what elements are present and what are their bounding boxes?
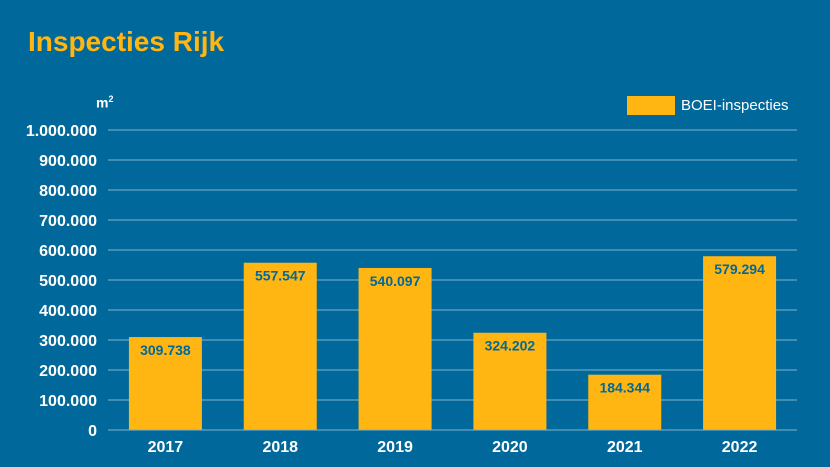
y-tick-label: 200.000: [39, 363, 97, 380]
y-axis-unit: m2: [96, 94, 113, 111]
bar-value-label: 579.294: [714, 261, 765, 277]
y-tick-label: 300.000: [39, 333, 97, 350]
bar-value-label: 557.547: [255, 268, 306, 284]
y-tick-label: 0: [88, 423, 97, 440]
y-tick-label: 800.000: [39, 183, 97, 200]
y-tick-label: 600.000: [39, 243, 97, 260]
x-tick-label: 2018: [262, 439, 298, 456]
bar-value-label: 540.097: [370, 273, 421, 289]
bar: [588, 374, 662, 430]
bar: [243, 262, 317, 430]
x-tick-label: 2019: [377, 439, 413, 456]
y-tick-label: 100.000: [39, 393, 97, 410]
bar-value-label: 309.738: [140, 342, 191, 358]
x-tick-label: 2021: [607, 439, 643, 456]
y-tick-label: 900.000: [39, 153, 97, 170]
y-tick-label: 400.000: [39, 303, 97, 320]
legend-swatch: [627, 96, 675, 115]
bar: [358, 267, 432, 430]
x-tick-label: 2020: [492, 439, 528, 456]
bar: [703, 256, 777, 430]
x-tick-label: 2022: [722, 439, 758, 456]
bar-value-label: 324.202: [485, 338, 536, 354]
bar-value-label: 184.344: [599, 380, 650, 396]
chart-title: Inspecties Rijk: [28, 26, 225, 57]
legend: BOEI-inspecties: [627, 96, 789, 115]
y-tick-label: 500.000: [39, 273, 97, 290]
y-tick-label: 700.000: [39, 213, 97, 230]
legend-label: BOEI-inspecties: [681, 97, 789, 114]
y-axis-unit-exponent: 2: [108, 94, 114, 104]
y-tick-label: 1.000.000: [26, 123, 97, 140]
bar: [128, 337, 202, 430]
x-tick-label: 2017: [148, 439, 184, 456]
y-axis-unit-base: m: [96, 94, 109, 111]
bar: [473, 332, 547, 430]
